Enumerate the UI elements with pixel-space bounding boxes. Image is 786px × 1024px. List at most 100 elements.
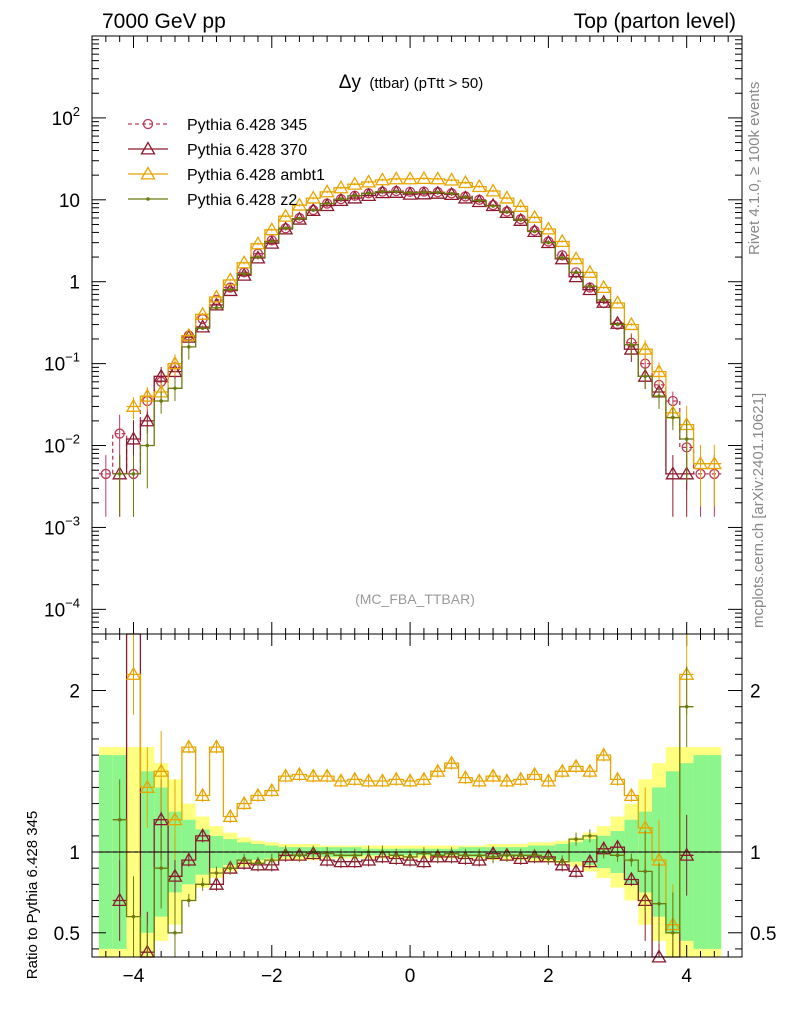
data-point bbox=[195, 306, 211, 320]
data-point bbox=[463, 195, 468, 199]
data-point bbox=[540, 234, 557, 249]
data-point bbox=[117, 472, 122, 476]
data-point bbox=[615, 322, 620, 327]
ratio-point bbox=[540, 773, 557, 787]
ratio-point bbox=[347, 771, 363, 785]
data-point bbox=[100, 468, 111, 480]
data-point bbox=[374, 172, 391, 186]
data-point bbox=[477, 198, 482, 203]
ratio-point bbox=[657, 901, 661, 906]
data-point bbox=[236, 255, 252, 269]
plot-frames bbox=[91, 35, 743, 958]
data-point bbox=[554, 233, 570, 247]
data-point bbox=[125, 398, 142, 412]
ratio-tick-label-right: 2 bbox=[750, 682, 761, 703]
data-point bbox=[214, 306, 219, 310]
ratio-tick-label-right: 0.5 bbox=[750, 924, 776, 945]
data-point bbox=[139, 388, 155, 402]
ratio-plot-frame bbox=[91, 633, 743, 958]
ratio-point bbox=[435, 853, 440, 858]
ratio-point bbox=[416, 853, 432, 868]
data-point bbox=[513, 198, 529, 212]
ratio-point bbox=[546, 856, 551, 861]
legend-marker bbox=[142, 118, 154, 130]
ratio-point bbox=[513, 850, 529, 865]
ratio-point bbox=[187, 898, 191, 903]
ratio-point bbox=[374, 773, 391, 787]
ratio-point bbox=[408, 855, 412, 859]
data-point bbox=[422, 190, 426, 194]
data-point bbox=[435, 190, 440, 195]
data-point bbox=[540, 221, 557, 235]
data-point bbox=[319, 197, 335, 212]
ratio-point bbox=[449, 851, 454, 856]
ratio-point bbox=[388, 850, 404, 865]
plot-title: Δy (ttbar) (pTtt > 50) bbox=[339, 72, 483, 93]
data-point bbox=[228, 287, 233, 292]
ratio-point bbox=[505, 853, 509, 858]
y-tick-exponent: −1 bbox=[65, 350, 80, 365]
data-point bbox=[311, 208, 316, 212]
data-point bbox=[574, 270, 578, 275]
data-point bbox=[499, 190, 515, 204]
analysis-watermark: (MC_FBA_TTBAR) bbox=[355, 591, 475, 607]
ratio-point bbox=[339, 853, 343, 858]
legend-marker bbox=[140, 166, 156, 180]
data-point bbox=[131, 472, 136, 476]
title-sub: (ttbar) (pTtt > 50) bbox=[369, 75, 483, 92]
ratio-tick-label-right: 1 bbox=[750, 843, 761, 864]
data-point bbox=[352, 193, 357, 198]
ratio-point bbox=[485, 768, 501, 782]
ratio-point bbox=[582, 853, 598, 868]
data-point bbox=[333, 180, 349, 194]
ratio-point bbox=[264, 782, 280, 797]
data-point bbox=[526, 223, 543, 238]
ratio-point bbox=[588, 834, 592, 838]
ratio-line bbox=[112, 633, 694, 958]
ratio-point bbox=[574, 837, 578, 841]
ratio-point bbox=[181, 852, 197, 866]
ratio-point bbox=[360, 773, 377, 787]
ratio-point bbox=[195, 787, 211, 802]
ratio-point bbox=[228, 866, 233, 870]
legend-entry: Pythia 6.428 ambt1 bbox=[128, 166, 325, 184]
data-point bbox=[596, 279, 612, 294]
legend-label: Pythia 6.428 ambt1 bbox=[187, 167, 325, 184]
ratio-tick-label: 1 bbox=[69, 843, 80, 864]
legend-label: Pythia 6.428 345 bbox=[187, 117, 307, 134]
ratio-point bbox=[153, 763, 169, 777]
data-point bbox=[443, 172, 460, 186]
ratio-point bbox=[250, 787, 266, 802]
ratio-point bbox=[200, 882, 205, 887]
legend-marker bbox=[140, 141, 156, 155]
ratio-point bbox=[195, 828, 211, 842]
ratio-point bbox=[325, 851, 329, 856]
y-tick-base: 10 bbox=[59, 191, 80, 212]
y-tick-base: 1 bbox=[69, 273, 80, 294]
data-point bbox=[485, 183, 501, 197]
data-point bbox=[394, 189, 399, 194]
ratio-point bbox=[333, 773, 349, 787]
x-tick-label: −4 bbox=[123, 966, 145, 987]
ratio-point bbox=[443, 849, 460, 863]
ratio-point bbox=[471, 773, 487, 787]
ratio-point bbox=[360, 852, 377, 866]
ratio-point bbox=[117, 817, 122, 822]
data-point bbox=[187, 345, 191, 349]
ratio-point bbox=[471, 852, 487, 866]
series-line bbox=[112, 191, 694, 475]
data-point bbox=[596, 294, 612, 308]
legend-entry: Pythia 6.428 345 bbox=[128, 117, 307, 134]
y-tick-label: 1 bbox=[69, 273, 80, 294]
data-point bbox=[347, 176, 363, 190]
series-line bbox=[126, 177, 722, 465]
y-tick-base: 10 bbox=[44, 355, 65, 376]
data-point bbox=[195, 319, 211, 333]
ratio-point bbox=[352, 853, 357, 858]
ratio-point bbox=[208, 876, 225, 890]
data-point bbox=[588, 284, 592, 289]
data-point bbox=[114, 428, 125, 439]
ratio-point bbox=[518, 853, 523, 858]
ratio-tick-label: 2 bbox=[69, 682, 80, 703]
